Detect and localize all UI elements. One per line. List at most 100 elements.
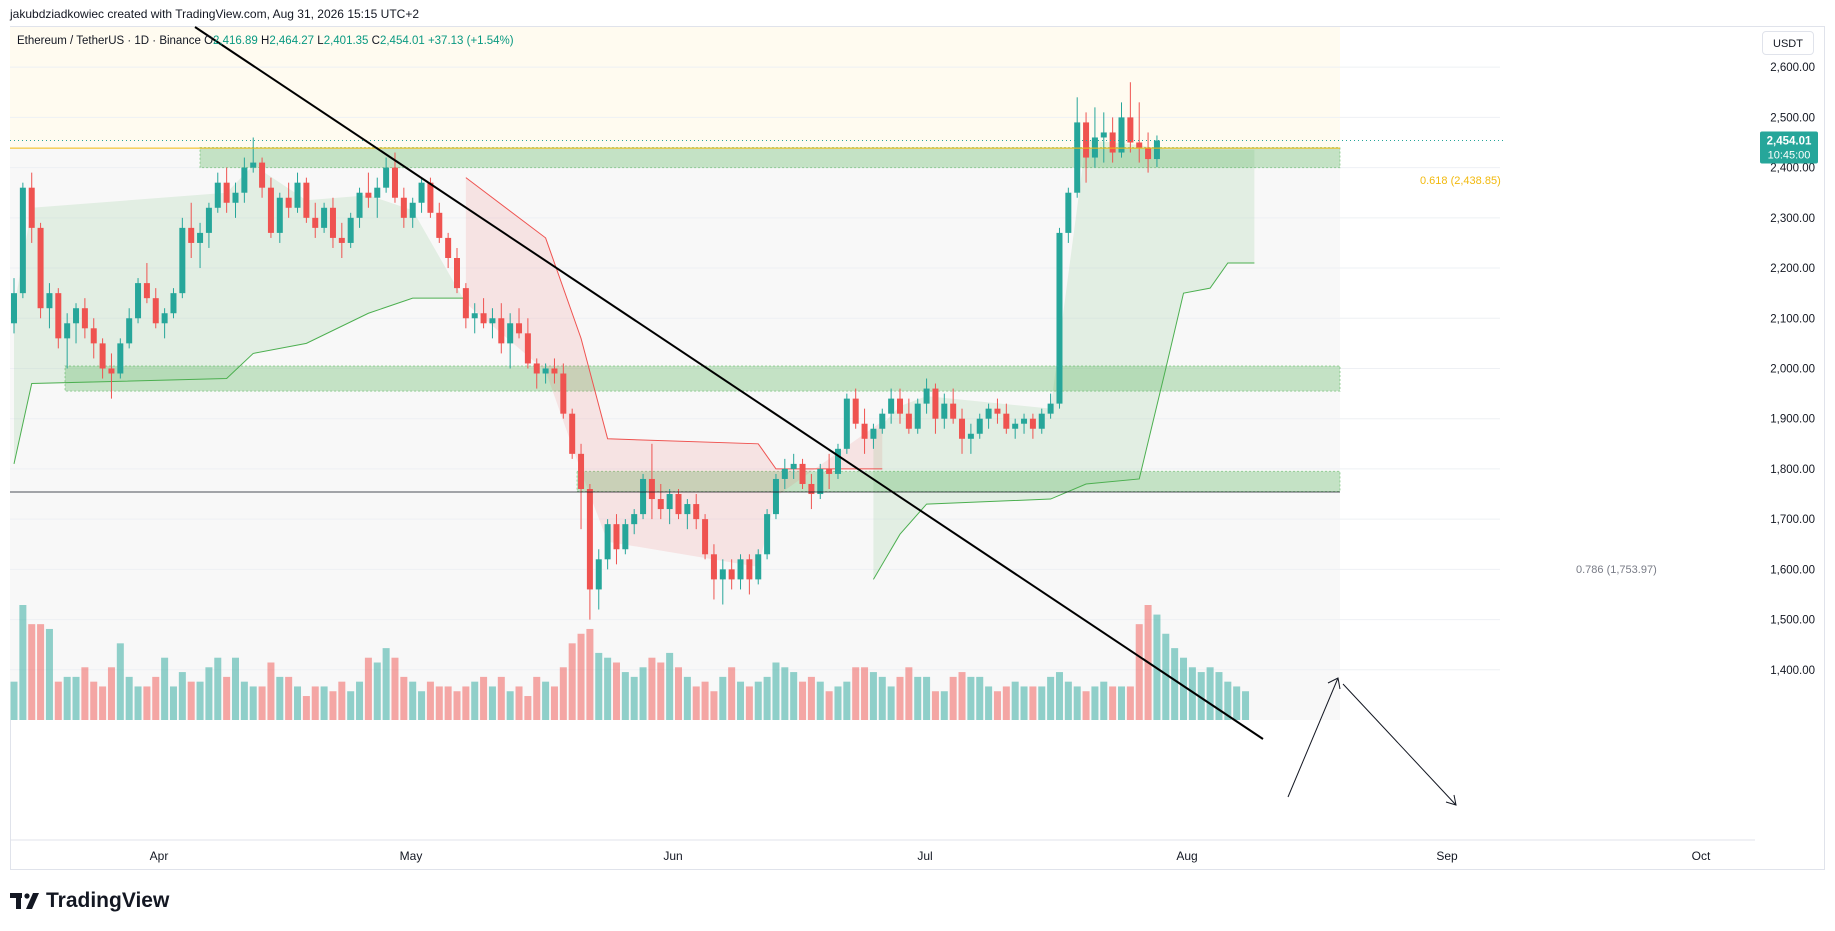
candle-body [1003,413,1010,429]
volume-bar [214,657,222,720]
volume-bar [887,686,895,720]
candle-body [746,559,753,580]
arrow-down-head [1445,794,1457,806]
volume-bar [72,676,80,720]
volume-bar [790,672,798,720]
volume-bar [577,633,585,720]
symbol-title[interactable]: Ethereum / TetherUS · 1D · Binance [17,35,201,47]
candle-body [755,554,762,580]
volume-bar [1038,686,1046,720]
candle-body [781,468,788,479]
candle-body [604,524,611,560]
candle-body [498,318,505,344]
candle [81,298,88,339]
volume-bar [480,676,488,720]
candle [365,172,372,208]
candle-body [197,232,204,243]
candle-body [737,559,744,580]
candle [826,453,833,489]
candle-body [808,483,815,495]
trend-line-green-2 [872,262,1255,580]
x-tick-label: Aug [1176,849,1197,863]
volume-bar [648,657,656,720]
candle [781,458,788,489]
zone-support [576,470,1341,493]
candle-body [223,182,230,203]
candle [383,157,390,193]
candle [684,499,691,530]
volume-bar [1118,686,1125,720]
fib-786-label: 0.786 (1,753.97) [1576,564,1657,576]
candle-body [480,313,487,324]
volume-bar [258,686,266,720]
candle [1003,403,1010,434]
candle-body [73,308,80,324]
volume-bar [1091,686,1099,720]
trend-cloud-green-2 [873,139,1255,580]
tradingview-logo-icon [10,893,39,909]
volume-bar [311,686,319,720]
open-value: 2,416.89 [213,35,258,47]
volume-bar [1029,686,1037,720]
volume-bar [1126,686,1134,720]
candle [772,473,779,520]
volume-bar [205,667,213,720]
candle [923,378,930,414]
candle-body [622,524,629,550]
candle-body [454,258,460,289]
candle-body [232,192,239,203]
x-tick-label: Oct [1692,849,1711,863]
candle-body [516,323,523,334]
zone-mid [64,365,1341,392]
candle [188,202,195,258]
volume-bar [657,662,665,720]
candle-body [312,217,319,228]
candle-body [321,207,328,228]
y-tick-label: 2,300.00 [1770,213,1815,225]
candle-body [994,408,1001,414]
volume-bar [107,667,115,720]
candle [241,157,248,203]
candle [232,182,239,218]
volume-bar [356,681,364,720]
volume-bar [719,676,727,720]
candle-body [595,559,602,590]
candle-body [976,418,983,434]
arrow-up-head [1327,677,1341,690]
volume-bar [878,676,886,720]
candle-body [445,237,452,258]
candle [28,172,35,243]
candle-body [719,569,726,580]
tradingview-logo[interactable]: TradingView [10,889,169,913]
candle [569,408,576,459]
y-tick-label: 2,400.00 [1770,163,1815,175]
volume-bar [37,624,45,720]
volume-bar [772,662,780,720]
candle-body [914,403,921,429]
open-label: O [204,35,214,47]
volume-bar [1082,691,1090,720]
candle [843,393,850,454]
y-tick-label: 1,600.00 [1770,564,1815,576]
chart-credit: jakubdziadkowiec created with TradingVie… [10,7,420,21]
candle-body [250,162,257,168]
candle-body [950,403,957,419]
volume-bar [630,676,638,720]
candle [409,197,416,228]
volume-bar [869,672,877,720]
volume-bar [418,691,426,720]
volume-bar [807,676,815,720]
candle-body [489,318,496,324]
price-tag-bg [1760,131,1818,164]
candle [11,278,17,334]
candle [586,483,593,620]
volume-bar [240,681,248,720]
volume-bar [1020,686,1028,720]
candle [108,353,115,399]
candle-body [764,514,771,555]
volume-bar [914,676,922,720]
volume-bar [391,657,399,720]
currency-selector[interactable]: USDT [1762,31,1814,55]
candle [445,232,452,269]
